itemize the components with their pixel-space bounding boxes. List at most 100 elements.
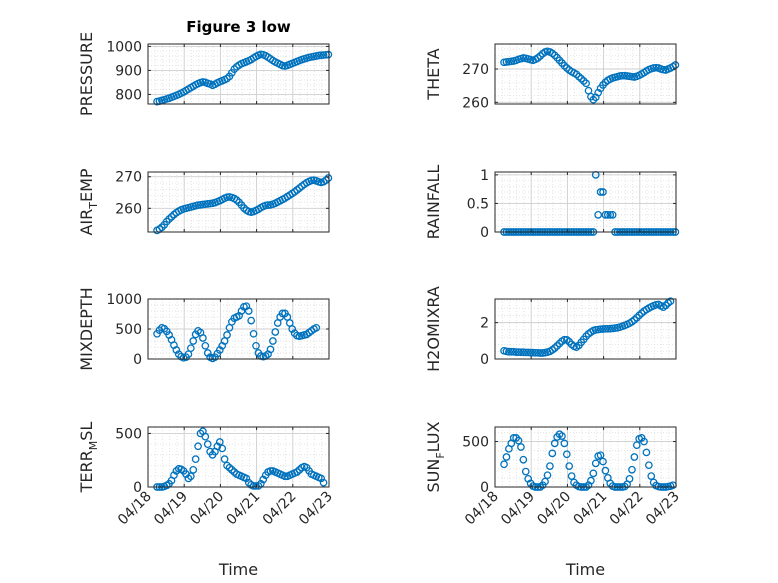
data-point: [632, 313, 641, 322]
data-point: [223, 331, 231, 339]
y-tick-label: 1: [480, 168, 489, 184]
y-tick-label: 270: [115, 170, 142, 186]
y-tick-label: 1000: [106, 39, 142, 55]
series-markers: [153, 427, 328, 491]
data-point: [567, 472, 576, 480]
data-point: [249, 329, 258, 338]
data-point: [215, 438, 224, 446]
data-point: [596, 325, 605, 334]
data-point: [536, 349, 545, 357]
data-point: [594, 211, 603, 219]
x-axis-label: Time: [218, 560, 258, 579]
data-point: [517, 348, 525, 357]
y-axis-label: H2OMIXRA: [424, 286, 443, 372]
data-point: [230, 65, 239, 74]
subplot-mixdepth: 0 500 1000 MIXDEPTH: [77, 287, 330, 371]
axes-frame: [494, 426, 677, 488]
y-tick-label: 0: [480, 352, 489, 368]
chart-title: Figure 3 low: [186, 18, 291, 36]
data-point: [603, 211, 612, 219]
data-point: [558, 432, 566, 440]
data-point: [632, 441, 641, 450]
data-point: [215, 346, 224, 354]
y-tick-label: 0.5: [467, 196, 489, 212]
data-point: [203, 349, 212, 357]
data-point: [500, 460, 508, 469]
data-point: [589, 95, 598, 104]
y-tick-label: 260: [115, 201, 142, 217]
data-point: [519, 348, 528, 357]
data-point: [603, 324, 612, 333]
y-axis-label: AIRTEMP: [77, 168, 100, 235]
y-axis-label: TERRMSL: [77, 422, 100, 494]
data-point: [608, 211, 617, 219]
y-tick-label: 900: [115, 63, 142, 79]
data-point: [640, 437, 648, 446]
data-point: [521, 467, 530, 476]
subplot-h2omixra: 0 2 H2OMIXRA: [424, 286, 677, 372]
y-axis-label: THETA: [424, 48, 443, 100]
data-point: [596, 188, 605, 196]
data-point: [269, 337, 277, 345]
data-point: [550, 344, 559, 352]
y-tick-label: 260: [462, 95, 489, 111]
data-point: [555, 339, 564, 348]
data-point: [218, 444, 227, 453]
data-point: [599, 457, 607, 466]
data-point: [644, 461, 653, 470]
y-axis-label: MIXDEPTH: [77, 287, 96, 370]
data-point: [186, 344, 195, 353]
data-point: [596, 451, 605, 460]
data-point: [601, 466, 610, 475]
data-point: [232, 196, 241, 204]
data-point: [666, 297, 675, 306]
y-tick-label: 0: [480, 225, 489, 241]
data-point: [548, 449, 557, 458]
data-point: [312, 323, 321, 332]
data-point: [565, 462, 574, 470]
data-point: [529, 348, 537, 357]
data-point: [550, 51, 559, 60]
axes-frame: [494, 43, 677, 105]
data-point: [281, 472, 289, 481]
data-point: [531, 348, 540, 357]
data-point: [237, 307, 246, 315]
data-point: [536, 52, 545, 60]
data-point: [635, 311, 644, 320]
data-point: [606, 211, 615, 219]
data-point: [319, 478, 328, 487]
data-point: [560, 335, 569, 344]
y-tick-label: 500: [462, 435, 489, 451]
series-markers: [500, 47, 680, 104]
series-markers: [153, 174, 333, 235]
data-point: [599, 325, 607, 333]
axes-frame: [147, 171, 330, 233]
data-point: [582, 332, 590, 341]
data-point: [514, 348, 523, 356]
y-tick-label: 1000: [106, 292, 142, 308]
y-axis-label: PRESSURE: [77, 32, 96, 116]
data-point: [203, 440, 212, 448]
data-point: [324, 50, 333, 59]
data-point: [266, 467, 275, 475]
data-point: [278, 309, 287, 318]
axes-frame: [147, 43, 330, 105]
subplot-air-t-emp: 260 270 AIRTEMP: [77, 168, 333, 236]
data-point: [191, 455, 200, 463]
data-point: [244, 307, 253, 315]
data-point: [550, 439, 559, 448]
data-point: [288, 325, 297, 333]
y-axis-label: RAINFALL: [424, 165, 443, 240]
data-point: [201, 341, 210, 350]
data-point: [505, 347, 513, 356]
data-point: [514, 436, 523, 445]
data-point: [167, 212, 176, 221]
data-point: [247, 316, 256, 325]
subplot-theta: 260 270 THETA: [424, 43, 680, 111]
y-tick-label: 2: [480, 316, 489, 332]
data-point: [577, 74, 586, 83]
data-point: [172, 346, 181, 354]
data-point: [541, 477, 549, 486]
data-point: [560, 439, 569, 448]
